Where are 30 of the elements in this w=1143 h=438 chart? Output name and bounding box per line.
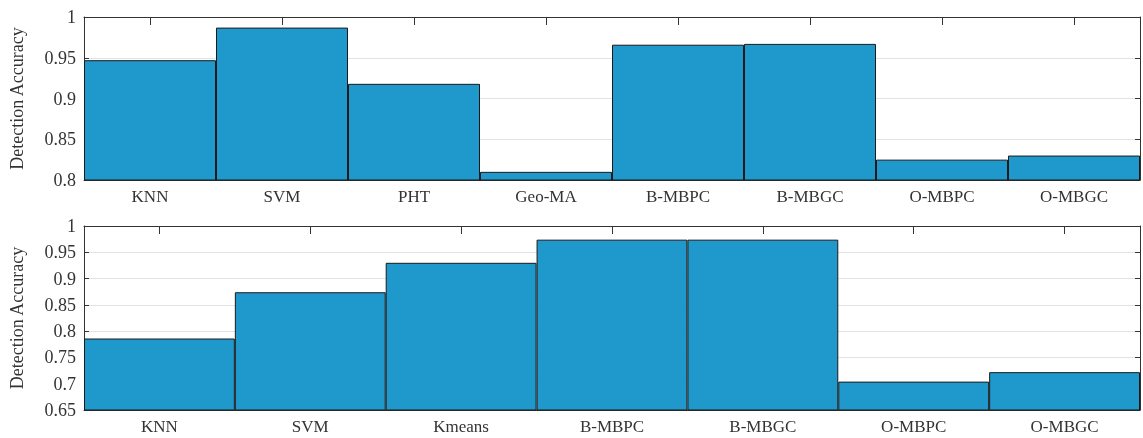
x-tick-label: B-MBGC (776, 187, 844, 206)
y-tick-label: 1 (67, 216, 76, 236)
y-tick-label: 0.75 (44, 347, 76, 368)
x-tick-label: O-MBPC (881, 417, 947, 436)
x-tick-label: O-MBGC (1039, 187, 1109, 206)
y-tick-label: 0.8 (53, 170, 76, 190)
x-tick-label: B-MBGC (729, 417, 797, 436)
x-tick-label: O-MBPC (909, 187, 975, 206)
y-tick-label: 1 (67, 7, 76, 27)
x-tick-label: B-MBPC (645, 187, 711, 206)
y-tick-label: 0.95 (44, 242, 76, 263)
y-tick-label: 0.9 (53, 268, 76, 289)
x-tick-label: SVM (291, 417, 329, 436)
y-tick-label: 0.8 (53, 321, 76, 342)
y-axis-title: Detection Accuracy (7, 27, 27, 170)
x-tick-label: KNN (141, 417, 178, 436)
x-tick-label: KNN (131, 187, 169, 206)
x-tick-label: O-MBGC (1030, 417, 1099, 436)
y-tick-label: 0.9 (53, 88, 76, 109)
y-axis-title: Detection Accuracy (7, 246, 27, 390)
x-tick-label: B-MBPC (579, 417, 645, 436)
y-tick-label: 0.95 (44, 47, 76, 68)
y-tick-label: 0.65 (44, 400, 76, 420)
x-tick-label: Kmeans (433, 417, 489, 436)
x-tick-label: Geo-MA (515, 187, 578, 206)
y-tick-label: 0.7 (53, 373, 76, 394)
y-tick-label: 0.85 (44, 294, 76, 315)
x-tick-label: PHT (397, 187, 431, 206)
y-tick-label: 0.85 (44, 129, 76, 150)
x-tick-label: SVM (263, 187, 301, 206)
